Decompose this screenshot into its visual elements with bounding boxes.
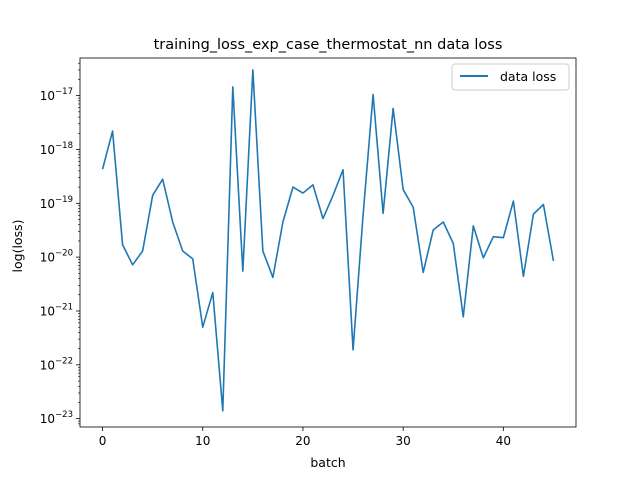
legend: data loss (451, 63, 570, 91)
x-tick-label: 30 (396, 434, 411, 448)
y-tick-label: 10−21 (40, 302, 73, 318)
x-axis-label: batch (310, 455, 345, 470)
x-tick-label: 20 (295, 434, 310, 448)
plot-area: 10−23 10−22 10−21 10−20 10−19 10−18 10−17 0 10 20… (40, 57, 577, 448)
x-tick-label: 0 (99, 434, 107, 448)
chart-title: training_loss_exp_case_thermostat_nn dat… (154, 37, 503, 53)
y-tick-label: 10−17 (40, 87, 73, 103)
x-tick-label: 10 (195, 434, 210, 448)
legend-frame (451, 63, 570, 91)
y-tick-label: 10−22 (40, 356, 73, 372)
y-tick-label: 10−18 (40, 141, 73, 157)
axes-frame (79, 57, 577, 428)
x-tick-label: 40 (496, 434, 511, 448)
y-tick-label: 10−23 (40, 410, 73, 426)
y-tick-label: 10−20 (40, 249, 73, 265)
y-tick-label: 10−19 (40, 195, 73, 211)
legend-label: data loss (500, 69, 556, 84)
y-axis-label: log(loss) (10, 220, 25, 273)
series-line-data-loss (101, 69, 555, 412)
